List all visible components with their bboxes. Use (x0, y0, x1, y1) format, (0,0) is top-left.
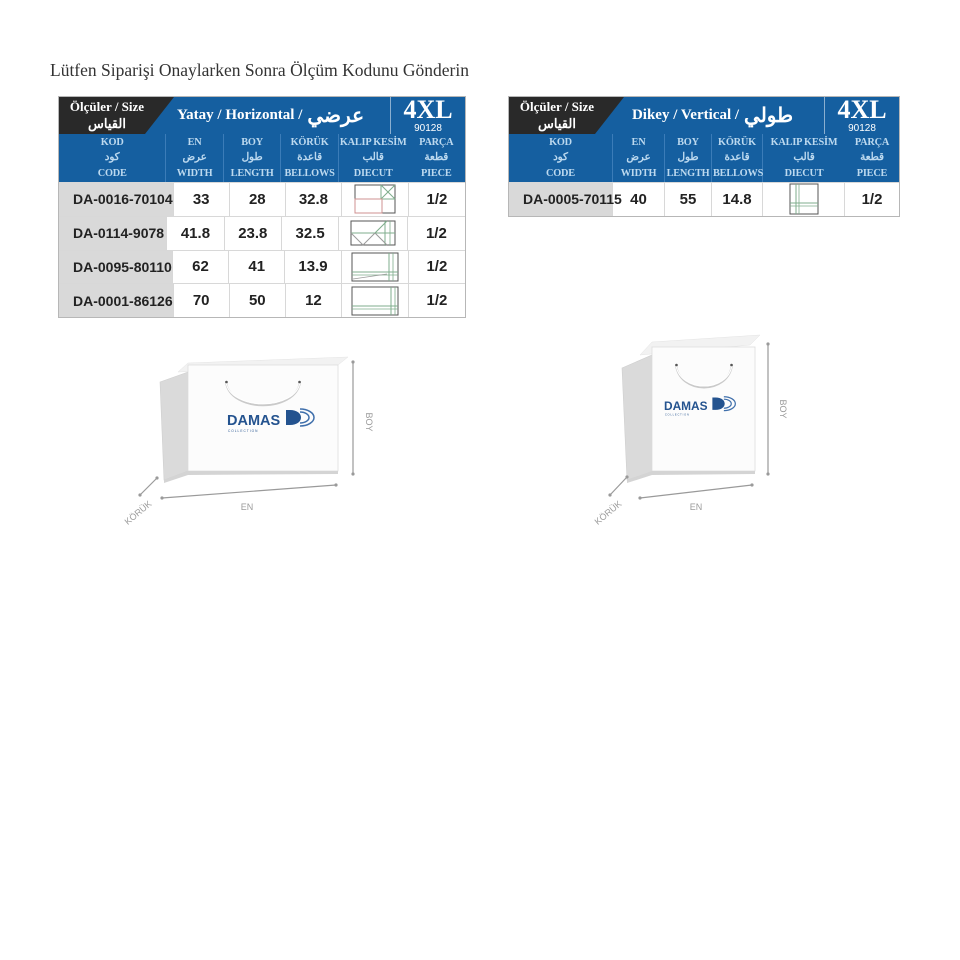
svg-text:EN: EN (690, 502, 703, 512)
svg-text:BOY: BOY (364, 412, 374, 431)
svg-text:KÖRÜK: KÖRÜK (123, 499, 154, 527)
svg-text:COLLECTION: COLLECTION (665, 413, 690, 417)
svg-text:DAMAS: DAMAS (227, 413, 280, 429)
svg-text:DAMAS: DAMAS (664, 399, 708, 413)
svg-text:KÖRÜK: KÖRÜK (593, 499, 624, 527)
svg-text:BOY: BOY (778, 399, 788, 418)
svg-text:EN: EN (241, 502, 254, 512)
svg-text:COLLECTION: COLLECTION (228, 429, 258, 433)
